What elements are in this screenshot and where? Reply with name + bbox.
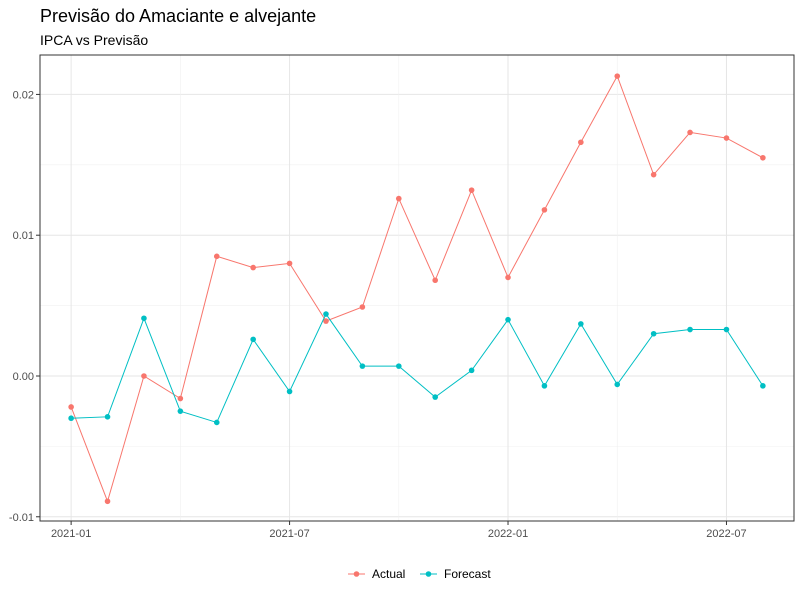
point-actual: [395, 195, 402, 202]
point-actual: [141, 373, 147, 379]
point-actual: [104, 498, 111, 505]
legend: Actual Forecast: [348, 567, 491, 581]
point-forecast: [687, 326, 693, 333]
point-forecast: [723, 326, 730, 333]
series-line-forecast: [71, 313, 764, 424]
y-tick-label: -0.01: [9, 512, 34, 524]
legend-label-actual: Actual: [372, 567, 405, 581]
point-forecast: [614, 381, 621, 388]
point-forecast: [286, 388, 293, 395]
series-layer: [68, 73, 766, 505]
point-forecast: [213, 419, 220, 426]
point-forecast: [104, 414, 111, 420]
x-tick-label: 2021-07: [269, 528, 309, 540]
point-forecast: [395, 363, 402, 369]
y-tick-label: 0.01: [13, 230, 34, 242]
point-actual: [323, 318, 329, 324]
point-forecast: [323, 311, 329, 317]
point-actual: [541, 207, 548, 213]
grid-layer: [40, 55, 794, 521]
point-forecast: [141, 315, 147, 322]
point-actual: [650, 171, 657, 178]
legend-key-point-forecast: [425, 571, 432, 577]
point-forecast: [177, 408, 184, 414]
point-forecast: [578, 321, 584, 327]
point-forecast: [505, 316, 511, 323]
point-actual: [723, 135, 730, 141]
x-tick-label: 2022-01: [488, 528, 528, 540]
point-forecast: [432, 394, 439, 400]
chart-subtitle: IPCA vs Previsão: [40, 32, 149, 48]
point-actual: [359, 304, 366, 310]
point-actual: [177, 395, 184, 402]
point-forecast: [760, 383, 766, 389]
y-tick-label: 0.02: [13, 89, 34, 101]
series-line-actual: [70, 74, 764, 503]
chart-title: Previsão do Amaciante e alvejante: [40, 6, 317, 26]
point-forecast: [468, 367, 475, 374]
point-forecast: [541, 383, 548, 389]
legend-key-point-actual: [353, 571, 360, 577]
point-actual: [468, 187, 475, 193]
point-actual: [213, 253, 220, 260]
point-actual: [687, 129, 693, 136]
point-actual: [578, 139, 584, 146]
point-actual: [68, 404, 74, 410]
point-forecast: [250, 336, 256, 343]
x-tick-label: 2021-01: [51, 528, 91, 540]
point-actual: [250, 264, 256, 271]
x-tick-label: 2022-07: [706, 528, 746, 540]
point-actual: [614, 73, 621, 79]
axis-layer: -0.01 0.00 0.01 0.02 2021-01 2021-07 2022-01 20…: [9, 89, 747, 540]
y-tick-label: 0.00: [13, 371, 34, 383]
legend-label-forecast: Forecast: [444, 567, 491, 581]
panel-border: [39, 54, 795, 522]
point-actual: [286, 260, 293, 267]
point-forecast: [68, 415, 74, 422]
point-forecast: [359, 363, 366, 369]
point-actual: [432, 277, 439, 284]
point-forecast: [650, 330, 657, 337]
point-actual: [760, 154, 766, 161]
point-actual: [505, 274, 511, 281]
